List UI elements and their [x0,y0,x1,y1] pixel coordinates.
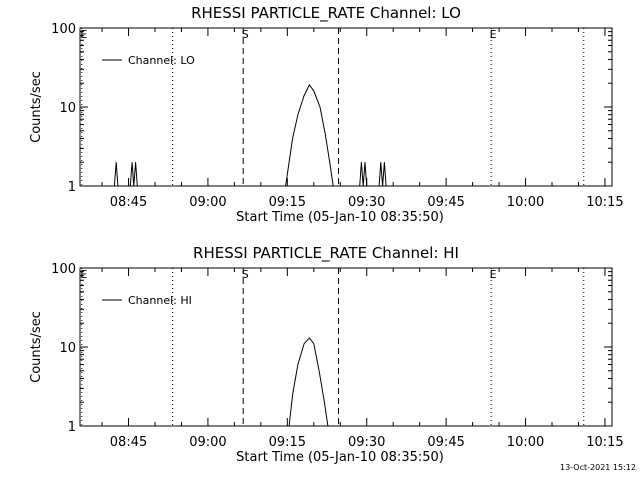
x-axis-label: Start Time (05-Jan-10 08:35:50) [236,450,444,465]
x-tick-label: 09:45 [427,435,464,450]
y-tick-label: 10 [59,341,76,356]
marker-label: E [80,268,87,281]
marker-label: E [490,28,497,41]
marker-label: E [80,28,87,41]
chart-title: RHESSI PARTICLE_RATE Channel: HI [193,244,459,263]
y-axis-label: Counts/sec [29,71,44,143]
series-line [288,337,329,427]
x-tick-label: 09:15 [269,435,306,450]
chart-panel-lo: RHESSI PARTICLE_RATE Channel: LO 1 10 100 Co… [29,4,624,225]
x-tick-label: 09:00 [189,435,226,450]
marker-label: E [490,268,497,281]
y-tick-label: 1 [68,420,76,435]
footer-timestamp: 13-Oct-2021 15:12 [560,463,636,472]
series-line [113,84,387,187]
legend-label: Channel: HI [128,294,192,307]
y-tick-label: 1 [68,180,76,195]
x-tick-label: 09:45 [427,195,464,210]
x-tick-label: 09:15 [269,195,306,210]
x-tick-label: 08:45 [110,195,147,210]
x-tick-label: 09:30 [348,195,385,210]
legend-label: Channel: LO [128,54,195,67]
y-tick-label: 10 [59,101,76,116]
x-tick-label: 08:45 [110,435,147,450]
x-tick-label: 10:00 [507,195,544,210]
x-tick-label: 09:30 [348,435,385,450]
plot-frame [79,267,613,427]
y-tick-label: 100 [51,262,76,277]
y-axis-label: Counts/sec [29,311,44,383]
marker-label: S [242,28,249,41]
chart-title: RHESSI PARTICLE_RATE Channel: LO [191,4,461,23]
marker-label: S [242,268,249,281]
y-tick-label: 100 [51,22,76,37]
x-tick-label: 09:00 [189,195,226,210]
plot-frame [79,27,613,187]
x-tick-label: 10:15 [586,435,623,450]
x-axis-label: Start Time (05-Jan-10 08:35:50) [236,210,444,225]
x-tick-label: 10:00 [507,435,544,450]
chart-panel-hi: RHESSI PARTICLE_RATE Channel: HI 1 10 100 Co… [29,244,624,465]
x-tick-label: 10:15 [586,195,623,210]
